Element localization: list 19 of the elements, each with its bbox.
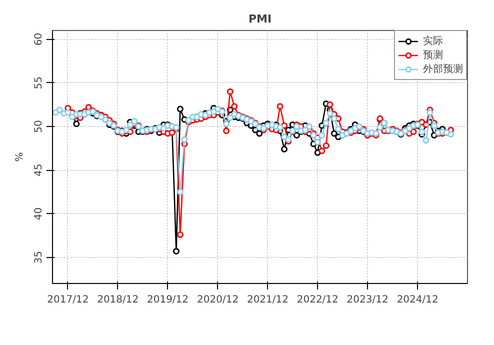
y-tick-label: 50 — [34, 120, 44, 133]
y-tick-label: 40 — [34, 207, 44, 220]
x-tick-label: 2021/12 — [246, 294, 288, 306]
y-tick-label: 35 — [34, 250, 44, 264]
y-axis-title: % — [14, 152, 26, 162]
y-tick-label: 60 — [34, 32, 44, 46]
chart-title: PMI — [248, 12, 272, 26]
y-tick-label: 45 — [34, 164, 44, 176]
x-tick-label: 2022/12 — [296, 294, 338, 306]
x-tick-label: 2023/12 — [346, 294, 388, 306]
x-tick-label: 2024/12 — [396, 294, 438, 306]
legend-label: 实际 — [423, 34, 443, 48]
x-tick-label: 2020/12 — [197, 294, 239, 306]
legend-label: 外部预测 — [423, 62, 463, 76]
x-tick-label: 2017/12 — [47, 294, 89, 306]
legend-label: 预测 — [423, 48, 443, 62]
x-tick-label: 2018/12 — [97, 294, 139, 306]
x-tick-label: 2019/12 — [147, 294, 189, 306]
y-tick-label: 55 — [34, 76, 44, 90]
